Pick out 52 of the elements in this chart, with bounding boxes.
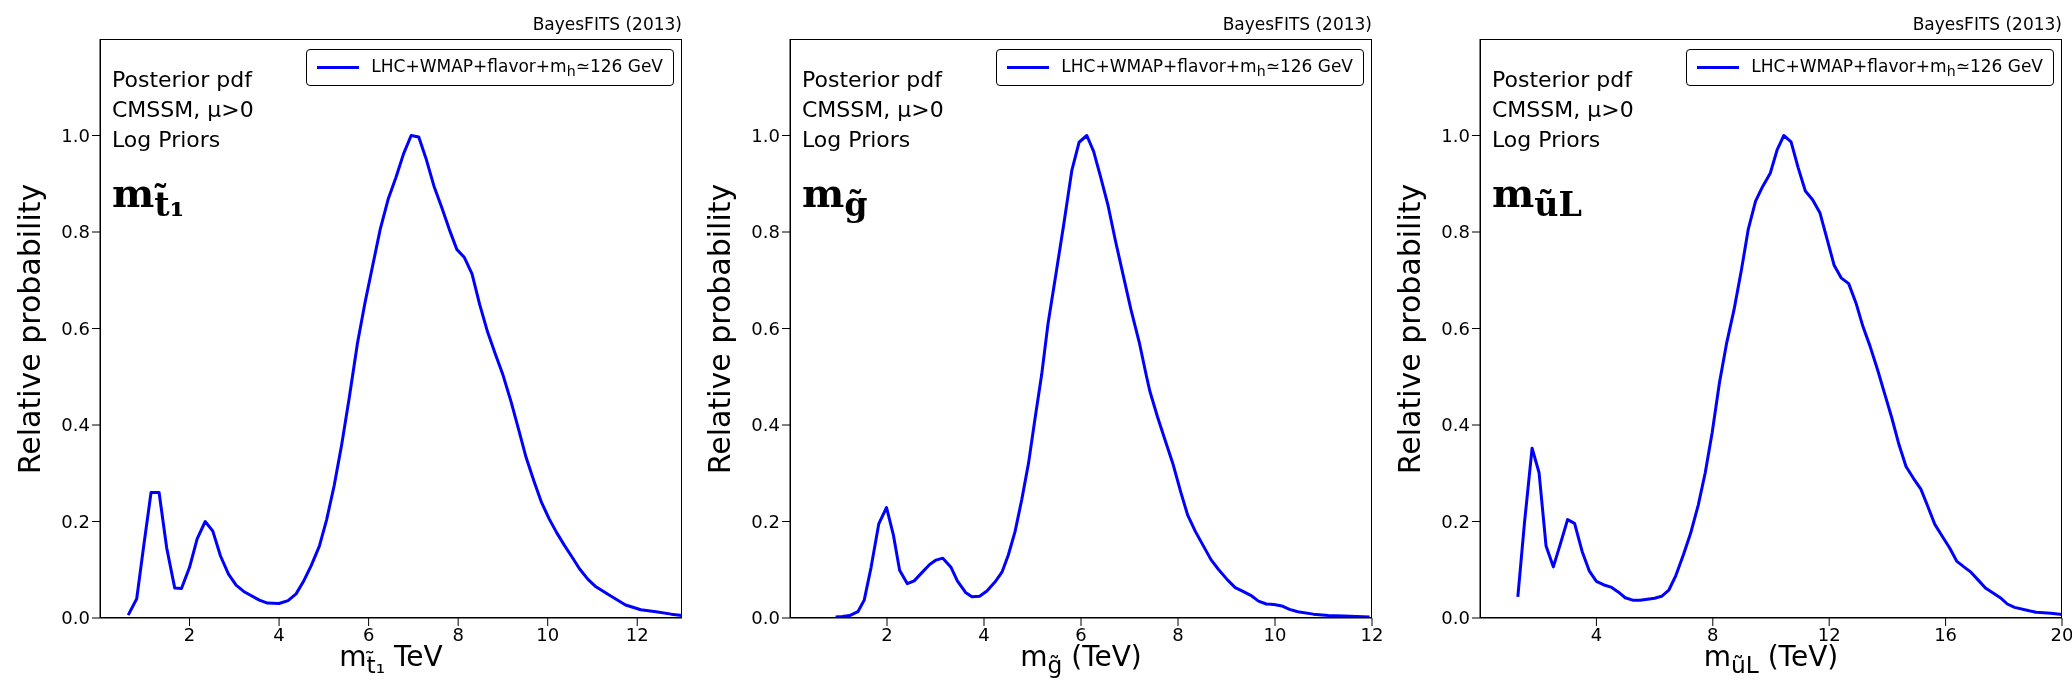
legend-label: LHC+WMAP+flavor+m$_{h}$≃126 GeV [371, 56, 663, 80]
x-tick-label: 4 [1590, 623, 1603, 645]
annotation: m$_{ũL}$ [1492, 169, 1582, 224]
annotation: m$_{g̃}$ [802, 169, 868, 224]
y-axis-title: Relative probability [12, 183, 47, 474]
x-tick-label: 8 [452, 623, 464, 645]
y-axis-title: Relative probability [702, 183, 737, 474]
y-tick-label: 0.8 [751, 221, 780, 243]
x-tick-label: 16 [1934, 623, 1958, 645]
y-tick-label: 0.6 [1441, 317, 1470, 339]
annotation: Posterior pdf [1492, 67, 1632, 92]
text: BayesFITS (2013) [1222, 14, 1372, 34]
legend-label: LHC+WMAP+flavor+m$_{h}$≃126 GeV [1751, 56, 2043, 80]
y-tick-label: 0.6 [751, 317, 780, 339]
y-axis-title: Relative probability [1392, 183, 1427, 474]
y-tick-label: 0.6 [61, 317, 90, 339]
annotation: CMSSM, μ>0 [112, 97, 254, 122]
annotation: Log Priors [802, 127, 911, 152]
x-tick-label: 12 [625, 623, 649, 645]
x-tick-label: 20 [2050, 623, 2072, 645]
annotation: m$_{t̃₁}$ [112, 169, 185, 224]
annotation: Log Priors [1492, 127, 1601, 152]
y-tick-label: 0.2 [61, 510, 90, 532]
x-tick-label: 4 [273, 623, 285, 645]
x-tick-label: 4 [978, 623, 990, 645]
y-tick-label: 0.2 [751, 510, 780, 532]
x-tick-label: 8 [1172, 623, 1184, 645]
x-tick-label: 10 [536, 623, 560, 645]
y-tick-label: 0.8 [61, 221, 90, 243]
text: BayesFITS (2013) [1912, 14, 2062, 34]
y-tick-label: 0.0 [61, 607, 90, 629]
annotation: Log Priors [112, 127, 221, 152]
y-tick-label: 0.4 [1441, 414, 1470, 436]
x-tick-label: 2 [881, 623, 893, 645]
y-tick-label: 0.0 [1441, 607, 1470, 629]
annotation: CMSSM, μ>0 [1492, 97, 1634, 122]
annotation: Posterior pdf [802, 67, 942, 92]
y-tick-label: 0.8 [1441, 221, 1470, 243]
x-tick-label: 2 [183, 623, 196, 645]
y-tick-label: 0.4 [61, 414, 90, 436]
y-tick-label: 1.0 [751, 124, 780, 146]
y-tick-label: 0.2 [1441, 510, 1470, 532]
text: BayesFITS (2013) [532, 14, 682, 34]
y-tick-label: 0.4 [751, 414, 780, 436]
annotation: CMSSM, μ>0 [802, 97, 944, 122]
y-tick-label: 1.0 [1441, 124, 1470, 146]
x-tick-label: 10 [1263, 623, 1287, 645]
y-tick-label: 0.0 [751, 607, 780, 629]
annotation: Posterior pdf [112, 67, 252, 92]
x-tick-label: 12 [1360, 623, 1384, 645]
y-tick-label: 1.0 [61, 124, 90, 146]
legend-label: LHC+WMAP+flavor+m$_{h}$≃126 GeV [1061, 56, 1353, 80]
